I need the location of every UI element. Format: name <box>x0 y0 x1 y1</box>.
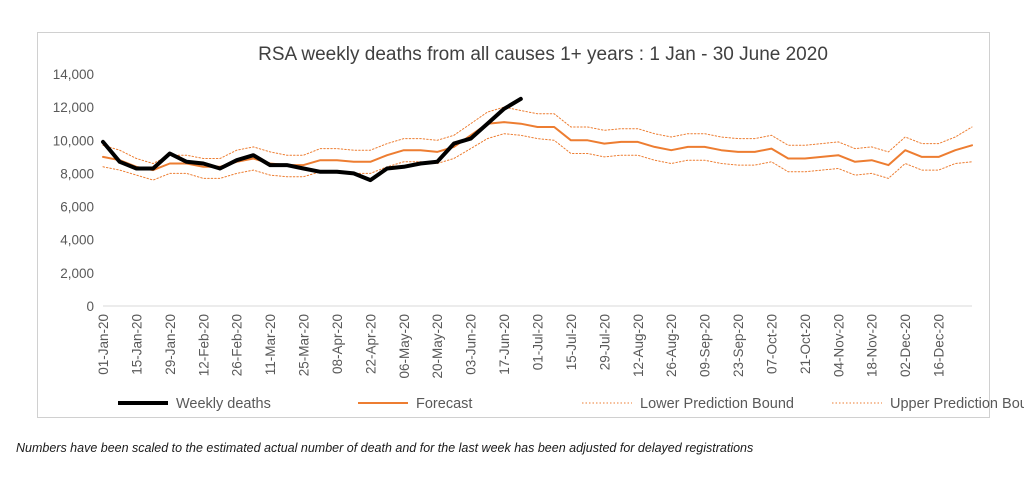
x-tick-label: 11-Mar-20 <box>263 314 278 375</box>
x-tick-label: 02-Dec-20 <box>898 314 913 377</box>
x-tick-label: 21-Oct-20 <box>798 314 813 374</box>
y-tick-label: 8,000 <box>60 166 94 181</box>
x-tick-label: 15-Jan-20 <box>129 314 144 375</box>
x-tick-label: 01-Jan-20 <box>96 314 111 375</box>
chart-title: RSA weekly deaths from all causes 1+ yea… <box>258 44 828 65</box>
y-tick-label: 2,000 <box>60 266 94 281</box>
x-tick-label: 12-Feb-20 <box>196 314 211 376</box>
series-line-1 <box>102 121 973 172</box>
y-tick-label: 0 <box>86 299 94 314</box>
x-tick-label: 22-Apr-20 <box>363 314 378 374</box>
chart-frame <box>37 32 990 418</box>
x-tick-label: 29-Jul-20 <box>597 314 612 370</box>
x-tick-label: 17-Jun-20 <box>497 314 512 375</box>
series-line-0 <box>101 96 523 183</box>
footnote: Numbers have been scaled to the estimate… <box>16 441 754 455</box>
series-line-3 <box>102 106 973 164</box>
x-tick-label: 23-Sep-20 <box>731 314 746 377</box>
x-tick-label: 20-May-20 <box>430 314 445 379</box>
y-tick-label: 6,000 <box>60 200 94 215</box>
y-tick-label: 4,000 <box>60 233 94 248</box>
x-tick-label: 12-Aug-20 <box>631 314 646 377</box>
legend-label: Forecast <box>416 396 472 412</box>
x-tick-label: 09-Sep-20 <box>698 314 713 377</box>
x-tick-label: 26-Aug-20 <box>664 314 679 377</box>
legend-label: Weekly deaths <box>176 396 271 412</box>
series-line-2 <box>102 133 973 181</box>
x-tick-label: 03-Jun-20 <box>464 314 479 375</box>
x-tick-label: 01-Jul-20 <box>531 314 546 370</box>
x-tick-label: 26-Feb-20 <box>230 314 245 376</box>
x-tick-label: 25-Mar-20 <box>297 314 312 376</box>
x-tick-label: 15-Jul-20 <box>564 314 579 370</box>
x-tick-label: 07-Oct-20 <box>764 314 779 374</box>
x-tick-label: 18-Nov-20 <box>865 314 880 377</box>
x-tick-label: 04-Nov-20 <box>831 314 846 377</box>
legend-label: Lower Prediction Bound <box>640 396 794 412</box>
x-tick-label: 29-Jan-20 <box>163 314 178 375</box>
legend-label: Upper Prediction Bound <box>890 396 1024 412</box>
y-tick-label: 14,000 <box>53 67 94 82</box>
y-tick-label: 12,000 <box>53 100 94 115</box>
x-tick-label: 08-Apr-20 <box>330 314 345 374</box>
x-tick-label: 16-Dec-20 <box>932 314 947 377</box>
y-tick-label: 10,000 <box>53 133 94 148</box>
x-tick-label: 06-May-20 <box>397 314 412 379</box>
